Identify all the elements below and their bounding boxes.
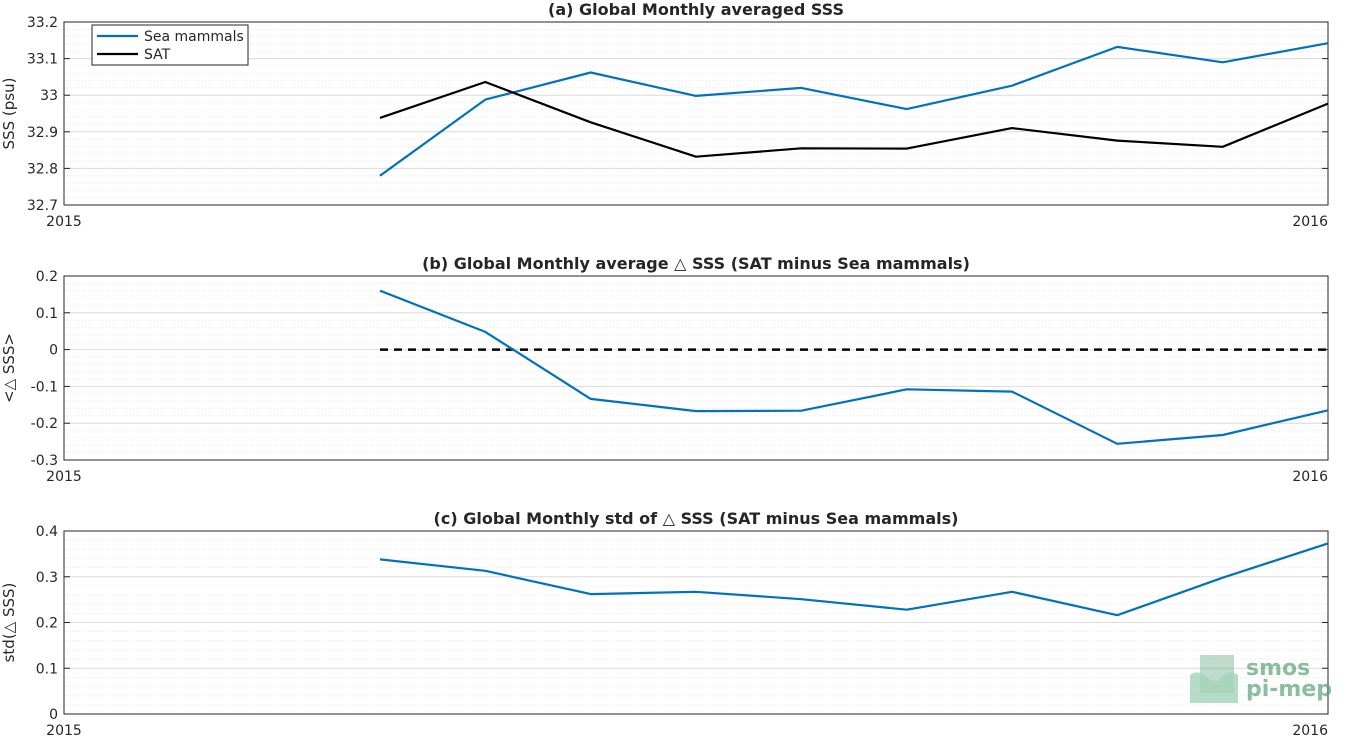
x-tick-label: 2016: [1292, 214, 1328, 230]
legend-label: Sea mammals: [144, 29, 244, 45]
axes-box: [63, 275, 1329, 461]
y-tick-label: -0.2: [31, 416, 58, 432]
y-tick-label: 0.3: [36, 570, 58, 586]
y-tick-label: 0.2: [36, 269, 58, 285]
series-line-sea-mammals: [379, 42, 1329, 177]
x-tick-label: 2015: [46, 723, 82, 736]
chart-panel-3: 0 0.1 0.2 0.3 0.4 2015 2016 (c) Global Monthly …: [0, 509, 1329, 736]
legend-label: SAT: [144, 47, 171, 63]
logo-line2: pi-mep: [1246, 677, 1332, 702]
legend-box: [91, 24, 249, 66]
x-tick-label: 2016: [1292, 723, 1328, 736]
chart-panel-1: 32.7 32.8 32.9 33 33.1 33.2 2015 2016 (a) Global…: [0, 0, 1329, 230]
legend: Sea mammals SAT: [91, 24, 249, 66]
y-tick-label: 32.7: [27, 198, 58, 214]
x-tick-label: 2015: [46, 469, 82, 485]
chart-title: (c) Global Monthly std of △ SSS (SAT min…: [434, 509, 959, 528]
y-tick-label: 0.1: [36, 306, 58, 322]
y-tick-label: 33.2: [27, 15, 58, 31]
y-tick-label: -0.3: [31, 453, 58, 469]
x-tick-label: 2015: [46, 214, 82, 230]
x-tick-label: 2016: [1292, 469, 1328, 485]
y-axis-label: std(△ SSS): [0, 583, 18, 663]
chart-title: (a) Global Monthly averaged SSS: [548, 0, 844, 19]
y-tick-label: 32.8: [27, 161, 58, 177]
logo-wave-icon: [1190, 672, 1238, 703]
y-axis-label: <△ SSS>: [0, 333, 18, 403]
y-axis-label: SSS (psu): [0, 78, 18, 150]
series-line-sat: [379, 80, 1329, 158]
y-tick-label: -0.1: [31, 379, 58, 395]
y-tick-label: 0.1: [36, 661, 58, 677]
y-tick-label: 33.1: [27, 52, 58, 68]
y-tick-label: 0: [49, 707, 58, 723]
y-tick-label: 0.2: [36, 616, 58, 632]
y-tick-label: 32.9: [27, 125, 58, 141]
y-tick-label: 0.4: [36, 524, 58, 540]
axes-box: [63, 21, 1329, 206]
chart-panel-2: -0.3 -0.2 -0.1 0 0.1 0.2 2015 2016 (b) Global Mo…: [0, 254, 1329, 485]
series-line-1: [379, 542, 1329, 617]
smos-pi-mep-logo: smos pi-mep: [1190, 655, 1332, 703]
y-tick-label: 33: [40, 88, 58, 104]
logo-line1: smos: [1246, 656, 1310, 681]
chart-title: (b) Global Monthly average △ SSS (SAT mi…: [422, 254, 970, 273]
series-line-1: [379, 289, 1329, 445]
y-tick-label: 0: [49, 343, 58, 359]
